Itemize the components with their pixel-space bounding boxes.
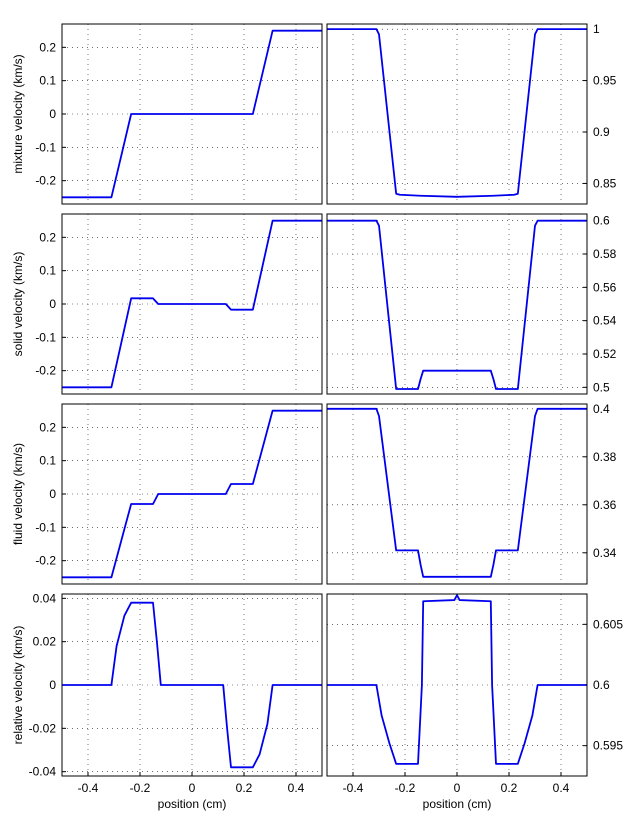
x-tick-label: 0 xyxy=(189,781,196,795)
panel-fluid-right: 0.34 0.36 0.38 0.4 xyxy=(326,402,617,585)
y-tick-label: -0.1 xyxy=(35,140,56,154)
y-axis-label: fluid velocity (km/s) xyxy=(11,443,25,545)
y-tick-label: 0.02 xyxy=(33,635,57,649)
y-tick-label: 0.5 xyxy=(593,380,610,394)
x-axis-label: position (cm) xyxy=(158,797,227,811)
y-tick-label: 0 xyxy=(49,297,56,311)
y-tick-label: -0.1 xyxy=(35,520,56,534)
series-line xyxy=(327,594,587,765)
y-tick-label: 0 xyxy=(49,487,56,501)
y-tick-label: -0.1 xyxy=(35,330,56,344)
y-tick-label: 0.1 xyxy=(39,454,56,468)
x-tick-label: 0.2 xyxy=(236,781,253,795)
axes-frame xyxy=(326,593,588,777)
y-tick-label: 0.36 xyxy=(593,498,617,512)
axes-frame xyxy=(61,213,323,395)
axes-frame xyxy=(61,593,323,777)
axes-frame xyxy=(326,213,588,395)
y-tick-label: 0.56 xyxy=(593,280,617,294)
panel-solid-right: 0.5 0.52 0.54 0.56 0.58 0.6 xyxy=(326,213,617,395)
y-tick-label: 0.04 xyxy=(33,591,57,605)
y-tick-label: 0.95 xyxy=(593,74,617,88)
panel-solid-velocity: -0.2 -0.1 0 0.1 0.2 solid velocity (km/s) xyxy=(11,213,323,395)
y-tick-label: 0.2 xyxy=(39,230,56,244)
y-tick-label: 0.1 xyxy=(39,264,56,278)
panel-relative-right: 0.595 0.6 0.605 -0.4 -0.2 0 0.2 0.4 position (cm… xyxy=(326,593,623,811)
x-tick-label: 0.4 xyxy=(288,781,305,795)
axes-frame xyxy=(326,23,588,205)
y-tick-label: 0.2 xyxy=(39,420,56,434)
panel-mixture-velocity: -0.2 -0.1 0 0.1 0.2 mixture velocity (km/s) xyxy=(11,23,323,205)
y-tick-label: 0.4 xyxy=(593,402,610,416)
x-tick-label: 0.4 xyxy=(553,781,570,795)
panel-relative-velocity: -0.04 -0.02 0 0.02 0.04 -0.4 -0.2 0 0.2 0.4 relati… xyxy=(11,591,323,811)
y-tick-label: 0.595 xyxy=(593,739,623,753)
series-line xyxy=(327,28,587,198)
y-tick-label: 0.34 xyxy=(593,546,617,560)
panel-mixture-right: 0.85 0.9 0.95 1 xyxy=(326,22,617,205)
x-tick-label: -0.4 xyxy=(343,781,364,795)
x-tick-label: 0 xyxy=(454,781,461,795)
series-line xyxy=(327,219,587,390)
y-tick-label: 0 xyxy=(49,678,56,692)
x-tick-label: -0.4 xyxy=(78,781,99,795)
y-tick-label: -0.04 xyxy=(29,765,57,779)
y-axis-label: solid velocity (km/s) xyxy=(11,252,25,357)
x-tick-label: 0.2 xyxy=(501,781,518,795)
series-line xyxy=(62,409,322,579)
y-tick-label: 0.38 xyxy=(593,450,617,464)
y-tick-label: -0.2 xyxy=(35,174,56,188)
series-line xyxy=(62,219,322,389)
y-tick-label: 0.605 xyxy=(593,617,623,631)
y-tick-label: 0.6 xyxy=(593,678,610,692)
y-tick-label: 0.1 xyxy=(39,74,56,88)
y-axis-label: relative velocity (km/s) xyxy=(11,626,25,745)
axes-frame xyxy=(61,403,323,585)
series-line xyxy=(327,407,587,578)
y-axis-label: mixture velocity (km/s) xyxy=(11,54,25,173)
series-line xyxy=(62,601,322,769)
axes-frame xyxy=(61,23,323,205)
y-tick-label: 0.54 xyxy=(593,314,617,328)
axes-frame xyxy=(326,403,588,585)
y-tick-label: -0.2 xyxy=(35,554,56,568)
y-tick-label: 0.2 xyxy=(39,40,56,54)
series-line xyxy=(62,29,322,199)
y-tick-label: 0.85 xyxy=(593,176,617,190)
x-tick-label: -0.2 xyxy=(395,781,416,795)
x-axis-label: position (cm) xyxy=(423,797,492,811)
y-tick-label: 0 xyxy=(49,107,56,121)
y-tick-label: 0.9 xyxy=(593,125,610,139)
y-tick-label: -0.2 xyxy=(35,364,56,378)
y-tick-label: 1 xyxy=(593,22,600,36)
y-tick-label: 0.52 xyxy=(593,347,617,361)
y-tick-label: -0.02 xyxy=(29,721,57,735)
y-tick-label: 0.6 xyxy=(593,214,610,228)
panel-fluid-velocity: -0.2 -0.1 0 0.1 0.2 fluid velocity (km/s) xyxy=(11,403,323,585)
x-tick-label: -0.2 xyxy=(130,781,151,795)
y-tick-label: 0.58 xyxy=(593,247,617,261)
